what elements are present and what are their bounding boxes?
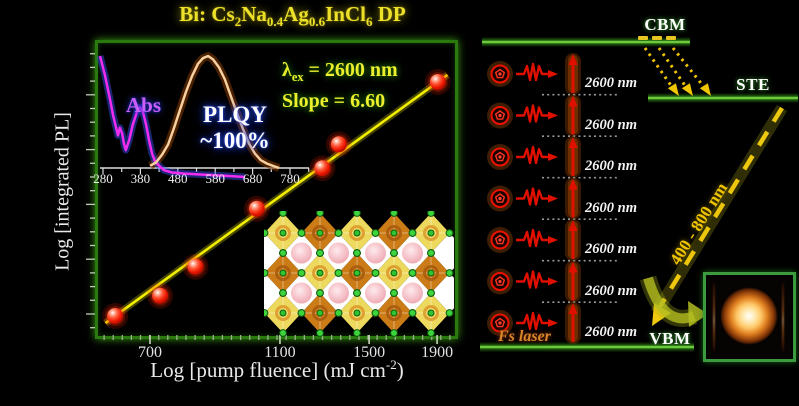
- ste-label: STE: [736, 75, 770, 94]
- photon-energy-label: 2600 nm: [585, 241, 637, 257]
- ladder-rung: [487, 219, 618, 262]
- a-site-cation: [291, 242, 312, 264]
- inset-tick-label: 280: [93, 171, 113, 186]
- ladder-rung: [487, 53, 618, 96]
- slope-label: Slope = 6.60: [282, 90, 386, 112]
- atom-icon: [487, 310, 513, 336]
- a-site-cation: [328, 242, 349, 264]
- photon-energy-label: 2600 nm: [585, 282, 637, 299]
- ladder-rung: [487, 260, 618, 304]
- data-point: [107, 308, 124, 324]
- pl-curve: [149, 54, 280, 170]
- plqy-label: PLQY ~100%: [188, 102, 282, 155]
- atom-icon: [487, 144, 513, 170]
- luminescence-spot: [721, 288, 777, 344]
- inset-tick-label: 580: [205, 171, 225, 186]
- ladder-rung: [487, 94, 618, 137]
- inset-tick-label: 380: [130, 171, 151, 186]
- ladder-rung: [487, 136, 618, 179]
- x-tick-label: 700: [138, 344, 162, 361]
- crystal-structure-inset: [246, 209, 468, 337]
- data-point: [248, 200, 265, 217]
- x-tick-label: 1500: [353, 344, 386, 361]
- vbm-label: VBM: [649, 329, 691, 348]
- figure-title: Bi: Cs2Na0.4Ag0.6InCl6 DP: [179, 2, 406, 30]
- a-site-cation: [365, 282, 386, 304]
- photon-wiggle-arrow: [516, 311, 558, 331]
- atom-icon: [487, 268, 513, 295]
- data-point: [429, 73, 446, 90]
- ladder-rung: [487, 177, 618, 220]
- data-points: [102, 68, 451, 329]
- crystal-lattice: [246, 209, 468, 337]
- a-site-cation: [328, 282, 349, 304]
- data-point: [187, 258, 204, 275]
- electron-dash: [652, 36, 662, 40]
- absorption-label: Abs: [126, 93, 162, 117]
- inset-tick-label: 480: [168, 171, 188, 186]
- photon-wiggle-arrow: [516, 104, 558, 123]
- abs-curve: [98, 55, 246, 179]
- a-site-cation: [291, 282, 312, 304]
- a-site-cation: [365, 242, 386, 264]
- atom-icon: [487, 102, 513, 129]
- excitation-wavelength-label: λex = 2600 nm: [282, 59, 398, 84]
- fit-line: [104, 73, 449, 325]
- emission-photo-inset: [703, 272, 796, 362]
- photon-energy-label: 2600 nm: [585, 199, 637, 216]
- a-site-cation: [402, 282, 423, 304]
- relaxation-arrows: [643, 47, 711, 96]
- cbm-label: CBM: [644, 15, 686, 34]
- y-axis-ticks: [86, 53, 95, 329]
- electron-dash: [638, 36, 648, 40]
- x-tick-label: 1900: [421, 344, 454, 361]
- photon-energy-label: 2600 nm: [585, 324, 637, 340]
- energy-diagram: [480, 0, 799, 406]
- photon-wiggle-arrow: [516, 62, 558, 82]
- photon-energy-label: 2600 nm: [585, 75, 637, 91]
- x-axis-ticks: [103, 335, 451, 344]
- photo-pointer-arrow: [639, 275, 708, 327]
- main-plot-area: [95, 40, 455, 334]
- main-plot-svg: [96, 52, 451, 329]
- inset-tick-label: 680: [242, 171, 263, 186]
- photon-energy-label: 2600 nm: [585, 158, 637, 174]
- cuvette-edge-right: [782, 283, 784, 351]
- x-axis-title: Log [pump fluence] (mJ cm-2): [150, 357, 404, 382]
- plqy-line2: ~100%: [200, 128, 270, 154]
- x-tick-label: 1100: [264, 344, 296, 361]
- photon-wiggle-arrow: [516, 270, 558, 289]
- photon-wiggle-arrow: [516, 145, 558, 165]
- cuvette-edge-left: [713, 283, 715, 351]
- photon-wiggle-arrow: [516, 228, 558, 248]
- a-site-cation: [402, 242, 423, 264]
- atom-icon: [487, 227, 513, 253]
- atom-icon: [487, 185, 513, 212]
- data-point: [314, 160, 331, 177]
- photon-wiggle-arrow: [516, 187, 558, 206]
- fs-laser-label: Fs laser: [498, 328, 551, 345]
- data-point: [152, 287, 169, 304]
- data-point: [330, 136, 347, 153]
- ladder-rung: [487, 302, 581, 344]
- plqy-line1: PLQY: [203, 102, 267, 127]
- energy-diagram-svg: [480, 36, 798, 352]
- atom-icon: [487, 61, 513, 87]
- electron-dash: [666, 36, 676, 40]
- y-axis-title: Log [integrated PL]: [51, 112, 74, 271]
- photon-energy-label: 2600 nm: [585, 116, 637, 133]
- inset-tick-label: 780: [280, 171, 300, 186]
